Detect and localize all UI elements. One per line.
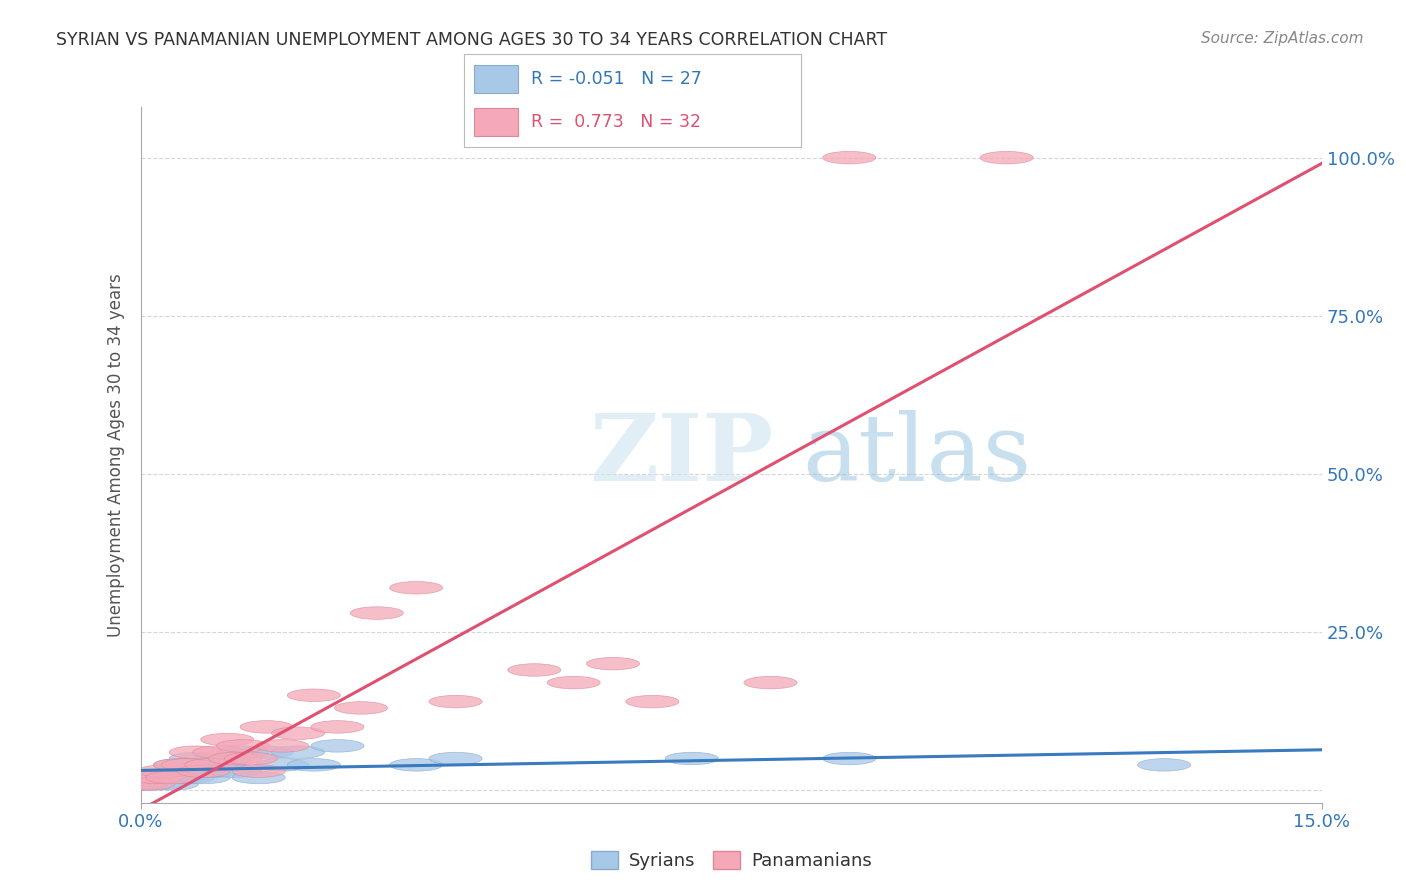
Ellipse shape [193,758,246,771]
Ellipse shape [389,758,443,771]
Ellipse shape [186,765,238,778]
Ellipse shape [138,765,191,778]
Y-axis label: Unemployment Among Ages 30 to 34 years: Unemployment Among Ages 30 to 34 years [107,273,125,637]
Ellipse shape [162,758,214,771]
Ellipse shape [114,778,167,790]
Ellipse shape [980,152,1033,164]
Ellipse shape [256,758,309,771]
Ellipse shape [665,752,718,764]
Ellipse shape [350,607,404,619]
Ellipse shape [177,772,231,784]
Ellipse shape [335,702,388,714]
FancyBboxPatch shape [474,108,517,136]
Ellipse shape [311,739,364,752]
Ellipse shape [586,657,640,670]
Ellipse shape [169,765,222,778]
Ellipse shape [208,765,262,778]
Ellipse shape [240,746,294,758]
Ellipse shape [114,778,167,790]
Ellipse shape [626,696,679,708]
Ellipse shape [547,676,600,689]
Text: Source: ZipAtlas.com: Source: ZipAtlas.com [1201,31,1364,46]
Ellipse shape [389,582,443,594]
Ellipse shape [217,739,270,752]
Text: SYRIAN VS PANAMANIAN UNEMPLOYMENT AMONG AGES 30 TO 34 YEARS CORRELATION CHART: SYRIAN VS PANAMANIAN UNEMPLOYMENT AMONG … [56,31,887,49]
Ellipse shape [429,696,482,708]
Ellipse shape [201,733,253,746]
Ellipse shape [208,752,262,764]
Ellipse shape [225,752,277,764]
Ellipse shape [823,752,876,764]
Ellipse shape [240,721,294,733]
Ellipse shape [256,739,309,752]
Ellipse shape [287,758,340,771]
Text: atlas: atlas [801,410,1031,500]
Legend: Syrians, Panamanians: Syrians, Panamanians [583,844,879,877]
Ellipse shape [271,727,325,739]
Ellipse shape [146,772,198,784]
Ellipse shape [823,152,876,164]
Ellipse shape [153,758,207,771]
Ellipse shape [193,746,246,758]
Ellipse shape [138,772,191,784]
Ellipse shape [311,721,364,733]
Ellipse shape [122,778,174,790]
Ellipse shape [508,664,561,676]
Ellipse shape [177,765,231,778]
Ellipse shape [1137,758,1191,771]
FancyBboxPatch shape [474,65,517,93]
Ellipse shape [744,676,797,689]
Ellipse shape [162,772,214,784]
Ellipse shape [129,772,183,784]
Ellipse shape [153,758,207,771]
Ellipse shape [201,752,253,764]
Ellipse shape [217,746,270,758]
Ellipse shape [122,778,174,790]
Text: R =  0.773   N = 32: R = 0.773 N = 32 [531,113,702,131]
Ellipse shape [146,778,198,790]
Ellipse shape [153,772,207,784]
Ellipse shape [169,746,222,758]
Ellipse shape [129,778,183,790]
Ellipse shape [271,746,325,758]
Text: R = -0.051   N = 27: R = -0.051 N = 27 [531,70,703,87]
Text: ZIP: ZIP [589,410,773,500]
Ellipse shape [232,765,285,778]
Ellipse shape [186,758,238,771]
Ellipse shape [287,689,340,701]
Ellipse shape [232,772,285,784]
Ellipse shape [429,752,482,764]
Ellipse shape [169,752,222,764]
